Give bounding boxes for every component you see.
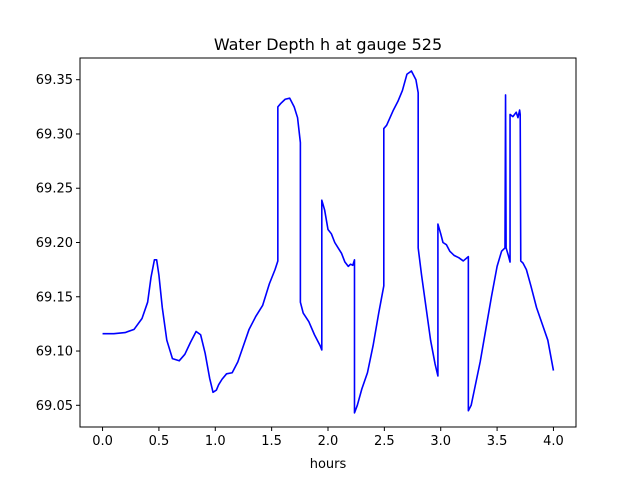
series-layer (102, 70, 555, 414)
series-line-0 (102, 70, 555, 414)
x-tick-label: 2.5 (374, 434, 395, 449)
x-tick-label: 4.0 (543, 434, 564, 449)
x-tick-label: 3.0 (430, 434, 451, 449)
x-tick-label: 1.5 (261, 434, 282, 449)
x-tick-label: 0.0 (92, 434, 113, 449)
y-tick-label: 69.05 (36, 399, 73, 414)
y-tick-label: 69.10 (36, 345, 73, 360)
x-tick-label: 3.5 (487, 434, 508, 449)
y-tick-label: 69.20 (36, 236, 73, 251)
x-axis-ticks: 0.0 0.5 1.0 1.5 2.0 2.5 3.0 3.5 4.0 (92, 427, 564, 449)
y-axis-ticks: 69.05 69.10 69.15 69.20 69.25 69.30 69.35 (36, 73, 80, 414)
x-tick-label: 1.0 (205, 434, 226, 449)
chart-title: Water Depth h at gauge 525 (214, 35, 442, 54)
y-tick-label: 69.25 (36, 182, 73, 197)
y-tick-label: 69.35 (36, 73, 73, 88)
y-tick-label: 69.15 (36, 290, 73, 305)
x-tick-label: 0.5 (149, 434, 170, 449)
y-tick-label: 69.30 (36, 127, 73, 142)
x-axis-label: hours (310, 457, 347, 472)
x-tick-label: 2.0 (318, 434, 339, 449)
